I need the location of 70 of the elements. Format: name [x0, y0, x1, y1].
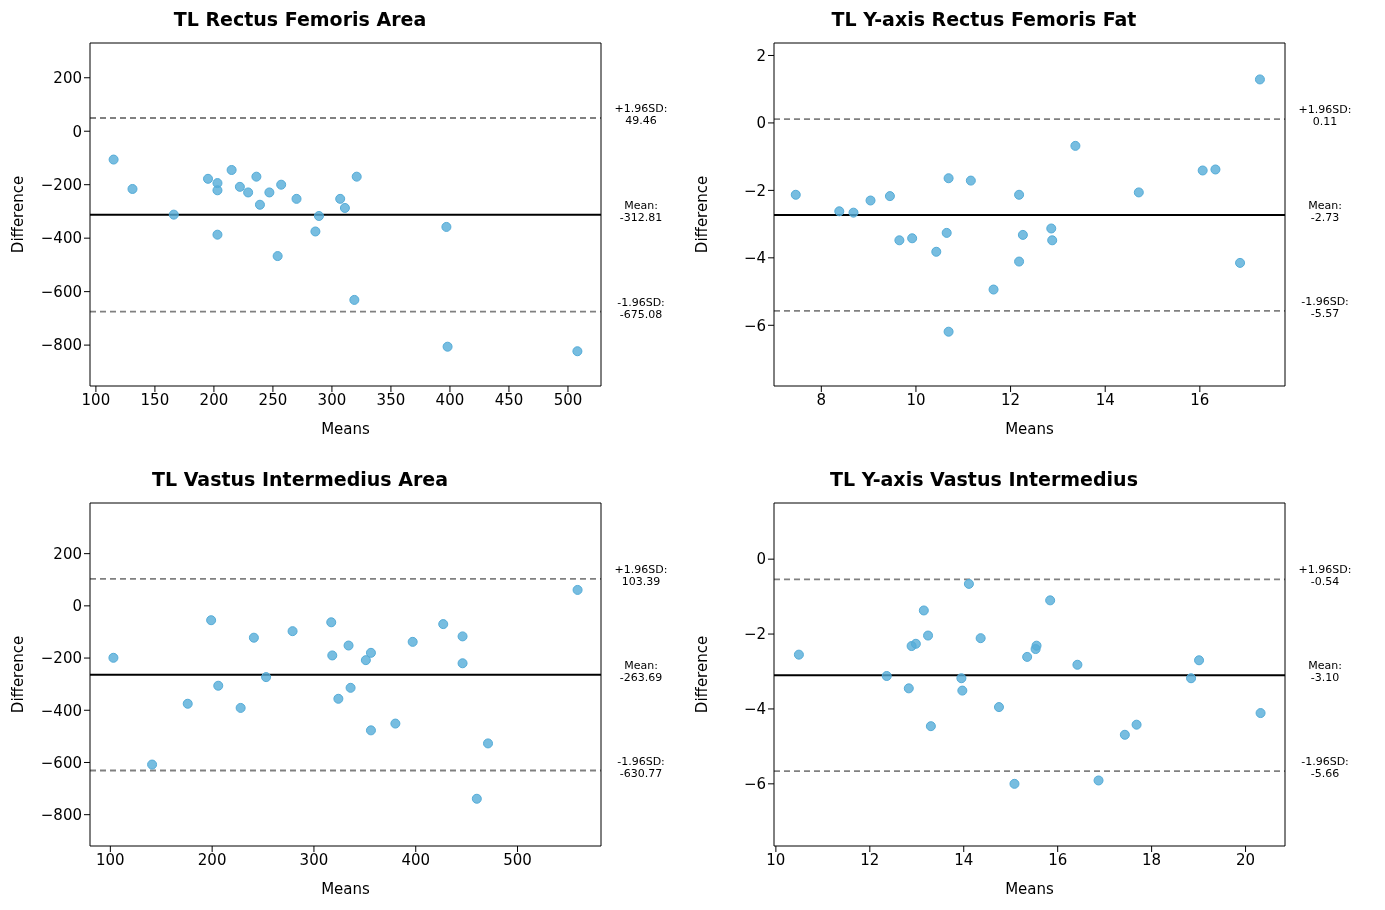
x-tick-label: 400: [435, 390, 465, 409]
chart-title: TL Y-axis Rectus Femoris Fat: [830, 8, 1138, 32]
x-tick-label: 250: [258, 390, 288, 409]
x-tick-label: 200: [199, 390, 229, 409]
ref-line-label: Mean: -3.10: [1308, 659, 1342, 685]
y-tick-label: −200: [40, 176, 82, 195]
ref-line-label: -1.96SD: -630.77: [617, 754, 665, 780]
y-tick-label: 0: [756, 114, 766, 133]
x-tick-label: 200: [197, 850, 227, 869]
chart-title: TL Vastus Intermedius Area: [151, 468, 449, 492]
x-tick-label: 300: [299, 850, 329, 869]
ref-line-label: Mean: -312.81: [619, 198, 663, 224]
x-tick-label: 100: [96, 850, 125, 869]
ref-line-label: Mean: -2.73: [1308, 199, 1342, 225]
y-tick-label: −4: [743, 700, 766, 719]
x-tick-label: 10: [766, 850, 786, 869]
x-tick-label: 20: [1236, 850, 1256, 869]
y-tick-label: −600: [40, 753, 82, 772]
x-tick-label: 12: [1001, 390, 1021, 409]
y-tick-label: −4: [743, 249, 766, 268]
x-tick-label: 350: [376, 390, 406, 409]
ref-line-label: -1.96SD: -5.57: [1301, 294, 1349, 320]
ref-line-label: +1.96SD: -0.54: [1298, 563, 1352, 589]
ref-line-label: -1.96SD: -5.66: [1301, 755, 1349, 781]
y-tick-label: 200: [53, 69, 82, 88]
ref-line-label: +1.96SD: 103.39: [614, 562, 668, 588]
x-tick-label: 100: [81, 390, 111, 409]
x-axis-title: Means: [1005, 880, 1055, 898]
ref-line-label: -1.96SD: -675.08: [617, 295, 665, 321]
x-tick-label: 16: [1190, 390, 1210, 409]
y-tick-label: 0: [72, 597, 82, 616]
x-tick-label: 150: [140, 390, 170, 409]
ref-line-label: Mean: -263.69: [619, 658, 663, 684]
x-tick-label: 450: [494, 390, 524, 409]
x-tick-label: 300: [317, 390, 347, 409]
x-tick-label: 500: [503, 850, 532, 869]
y-tick-label: −800: [40, 806, 82, 824]
y-tick-label: −800: [40, 336, 82, 355]
chart-title: TL Rectus Femoris Area: [172, 8, 428, 32]
y-tick-label: −2: [743, 625, 766, 644]
y-tick-label: −2: [743, 181, 766, 200]
x-tick-label: 500: [553, 390, 583, 409]
x-tick-label: 14: [1095, 390, 1115, 409]
x-tick-label: 8: [816, 390, 827, 409]
y-axis-title: Difference: [9, 175, 28, 254]
x-tick-label: 16: [1048, 850, 1068, 869]
y-tick-label: −6: [743, 316, 766, 335]
y-axis-title: Difference: [693, 175, 712, 254]
x-axis-title: Means: [321, 420, 371, 438]
y-axis-title: Difference: [9, 635, 28, 714]
x-axis-title: Means: [321, 880, 371, 898]
ref-line-label: +1.96SD: 49.46: [614, 102, 668, 127]
x-tick-label: 10: [906, 390, 926, 409]
y-tick-label: 0: [756, 550, 766, 569]
chart-title: TL Y-axis Vastus Intermedius: [829, 468, 1139, 492]
ref-line-label: +1.96SD: 0.11: [1298, 103, 1352, 129]
x-tick-label: 400: [401, 850, 431, 869]
y-tick-label: 0: [72, 122, 82, 141]
x-tick-label: 12: [860, 850, 880, 869]
y-tick-label: −6: [743, 775, 766, 794]
x-axis-title: Means: [1005, 420, 1055, 438]
y-tick-label: 200: [53, 544, 82, 563]
y-tick-label: −200: [40, 649, 82, 668]
x-tick-label: 14: [954, 850, 974, 869]
y-tick-label: −400: [40, 229, 82, 248]
y-axis-title: Difference: [693, 635, 712, 714]
y-tick-label: −400: [40, 701, 82, 720]
y-tick-label: 2: [756, 46, 766, 65]
y-tick-label: −600: [40, 282, 82, 301]
x-tick-label: 18: [1142, 850, 1162, 869]
